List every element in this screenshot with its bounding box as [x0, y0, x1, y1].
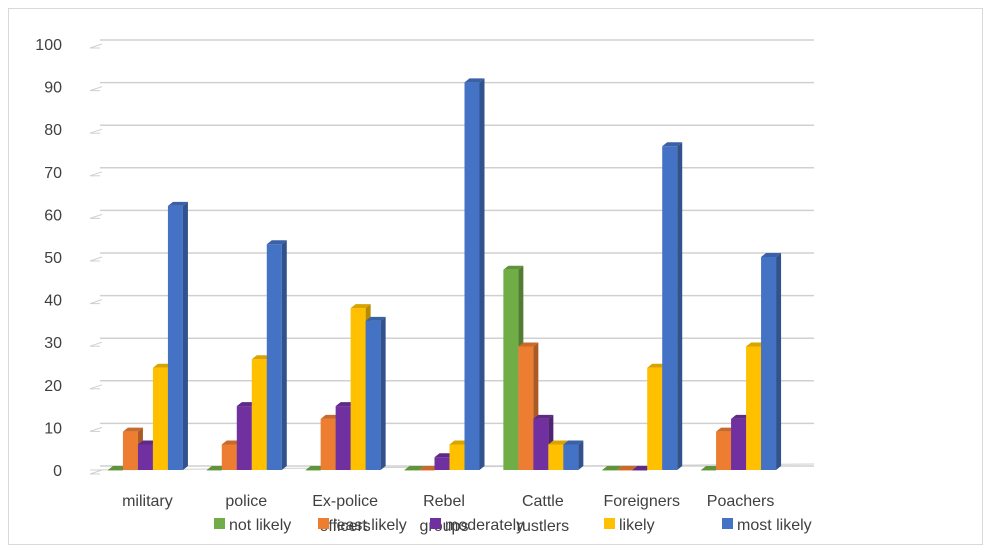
y-tick-label: 10 — [44, 420, 62, 437]
x-category-label: Cattle rustlers — [517, 493, 569, 535]
y-tick-label: 0 — [53, 463, 62, 480]
y-tick-label: 50 — [44, 250, 62, 267]
legend-swatch — [722, 518, 733, 529]
bar — [662, 142, 683, 471]
y-axis-ticks: 0 10 20 30 40 50 60 70 80 90 100 — [35, 37, 62, 480]
legend-item: least likely — [318, 517, 407, 534]
legend-label: least likely — [333, 517, 407, 534]
bars — [107, 78, 782, 471]
legend-label: not likely — [229, 517, 291, 534]
legend-label: likely — [619, 517, 655, 534]
legend-label: moderately — [445, 517, 524, 534]
x-category-label: military — [122, 493, 173, 510]
legend: not likely least likely moderately likely mo… — [214, 517, 812, 534]
gridlines — [89, 39, 815, 475]
bar — [464, 78, 485, 470]
y-tick-label: 90 — [44, 80, 62, 97]
bar — [617, 466, 638, 471]
legend-swatch — [214, 518, 225, 529]
y-tick-label: 100 — [35, 37, 62, 54]
bar — [602, 466, 623, 471]
bar — [563, 440, 584, 470]
legend-swatch — [604, 518, 615, 529]
legend-item: not likely — [214, 517, 291, 534]
x-category-label: police — [225, 493, 267, 510]
bar — [167, 201, 188, 470]
bar — [266, 240, 287, 470]
legend-swatch — [430, 518, 441, 529]
y-tick-label: 40 — [44, 293, 62, 310]
y-tick-label: 80 — [44, 122, 62, 139]
legend-item: likely — [604, 517, 655, 534]
legend-swatch — [318, 518, 329, 529]
bar — [404, 466, 425, 471]
legend-item: most likely — [722, 517, 812, 534]
y-tick-label: 30 — [44, 335, 62, 352]
y-tick-label: 70 — [44, 165, 62, 182]
bar — [761, 253, 782, 470]
y-tick-label: 60 — [44, 207, 62, 224]
bar — [365, 316, 386, 470]
y-tick-label: 20 — [44, 378, 62, 395]
legend-label: most likely — [737, 517, 812, 534]
x-category-label: Foreigners — [603, 493, 679, 510]
x-category-label: Ex-police officers — [312, 493, 378, 535]
x-category-label: Poachers — [707, 493, 775, 510]
legend-item: moderately — [430, 517, 524, 534]
